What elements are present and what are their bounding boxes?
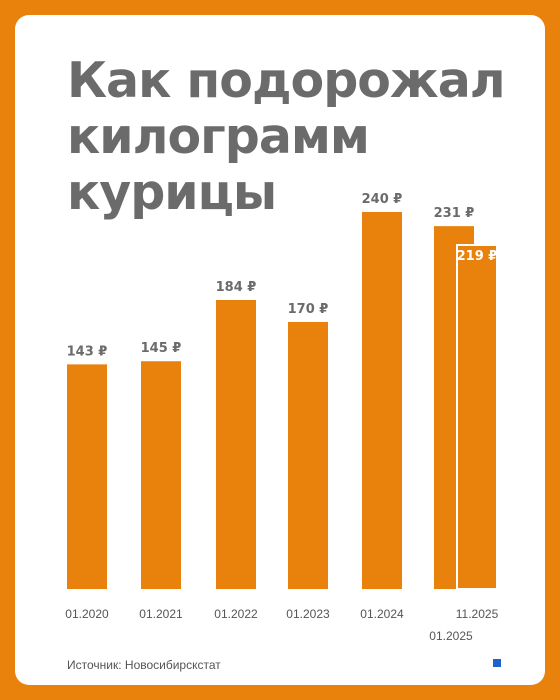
category-label-01.2020: 01.2020 [65,607,109,621]
category-label-01.2024: 01.2024 [360,607,404,621]
title-line-2: килограмм [67,108,370,165]
value-label-01.2024: 240 ₽ [362,192,403,207]
title-line-1: Как подорожал [67,52,506,109]
category-label-01.2023: 01.2023 [286,607,330,621]
logo-square-icon [489,656,504,670]
bar-chart: 143 ₽ 145 ₽ 184 ₽ 170 ₽ 240 ₽ 231 ₽ 219 ₽ 01.20… [65,192,499,643]
bar-01.2021 [141,361,181,589]
category-label-01.2025: 01.2025 [429,629,473,643]
value-label-01.2022: 184 ₽ [216,280,257,295]
value-label-11.2025: 219 ₽ [457,249,498,264]
chart-title: Как подорожал килограмм курицы [67,53,537,221]
value-label-01.2021: 145 ₽ [141,341,182,356]
logo-text: NGS [445,652,488,673]
infographic-card: Как подорожал килограмм курицы 143 ₽ 145 … [15,15,545,685]
bar-01.2020 [67,364,107,589]
bar-01.2023 [288,321,328,589]
value-label-01.2025: 231 ₽ [434,206,475,221]
ngs-logo[interactable]: NGS RU [445,649,533,677]
source-note: Источник: Новосибирскстат [67,658,221,672]
bar-01.2024 [362,212,402,589]
title-line-3: курицы [67,164,277,221]
category-label-11.2025: 11.2025 [456,607,499,621]
bar-11.2025 [456,243,498,590]
value-label-01.2023: 170 ₽ [288,302,329,317]
category-label-01.2021: 01.2021 [139,607,183,621]
bar-01.2022 [216,299,256,589]
value-label-01.2020: 143 ₽ [67,344,108,359]
logo-suffix: RU [505,652,534,673]
category-label-01.2022: 01.2022 [214,607,258,621]
